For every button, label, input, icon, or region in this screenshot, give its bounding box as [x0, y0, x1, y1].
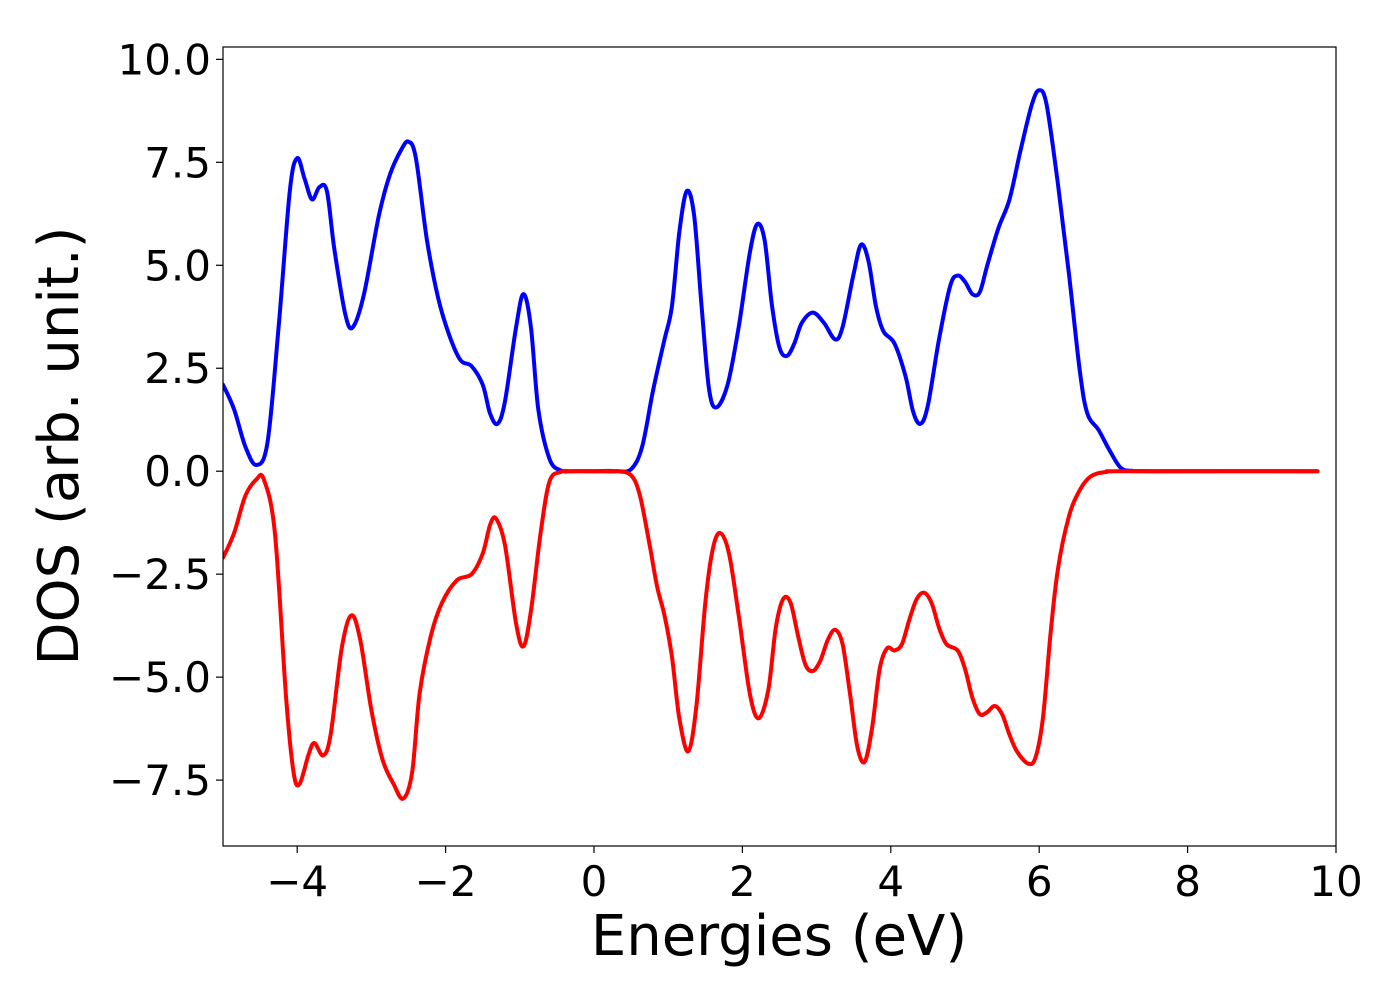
- x-tick-label: 8: [1174, 857, 1201, 906]
- x-tick-label: 4: [877, 857, 904, 906]
- series-line-positive: [223, 88, 1320, 474]
- plot-frame: [222, 46, 1337, 847]
- x-tick-label: −2: [415, 857, 477, 906]
- y-tick-label: −5.0: [109, 653, 211, 702]
- y-axis-ticks: −7.5 −5.0 −2.5 0.0 2.5 5.0 7.5 10.0: [109, 35, 223, 805]
- series-line-negative: [223, 468, 1320, 801]
- y-tick-label: −2.5: [109, 550, 211, 599]
- x-tick-label: 0: [581, 857, 608, 906]
- y-tick-label: 2.5: [144, 344, 211, 393]
- x-tick-label: 2: [729, 857, 756, 906]
- y-tick-label: −7.5: [109, 756, 211, 805]
- x-axis-ticks: −4 −2 0 2 4 6 8 10: [266, 846, 1363, 906]
- x-tick-label: 10: [1309, 857, 1362, 906]
- y-axis-label: DOS (arb. unit.): [27, 226, 92, 665]
- plot-series: [223, 88, 1320, 801]
- y-tick-label: 7.5: [144, 138, 211, 187]
- y-tick-label: 10.0: [117, 35, 211, 84]
- x-axis-label: Energies (eV): [591, 904, 967, 969]
- x-tick-label: −4: [266, 857, 328, 906]
- x-tick-label: 6: [1026, 857, 1053, 906]
- y-tick-label: 5.0: [144, 241, 211, 290]
- y-tick-label: 0.0: [144, 447, 211, 496]
